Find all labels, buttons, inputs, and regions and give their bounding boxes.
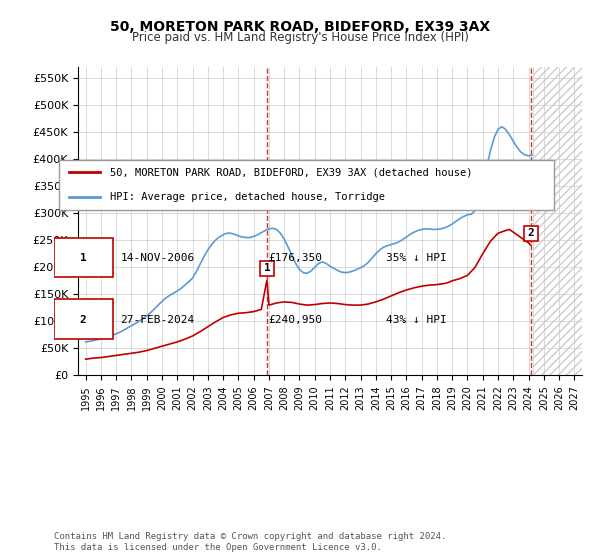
Text: Contains HM Land Registry data © Crown copyright and database right 2024.
This d: Contains HM Land Registry data © Crown c… (54, 532, 446, 552)
FancyBboxPatch shape (59, 160, 554, 210)
Text: 27-FEB-2024: 27-FEB-2024 (120, 315, 194, 325)
Text: 1: 1 (80, 254, 86, 264)
Text: 14-NOV-2006: 14-NOV-2006 (120, 254, 194, 264)
Text: HPI: Average price, detached house, Torridge: HPI: Average price, detached house, Torr… (110, 192, 385, 202)
Text: 2: 2 (80, 315, 86, 325)
Text: Price paid vs. HM Land Registry's House Price Index (HPI): Price paid vs. HM Land Registry's House … (131, 31, 469, 44)
Text: 2: 2 (527, 228, 534, 238)
FancyBboxPatch shape (524, 226, 538, 241)
FancyBboxPatch shape (54, 237, 113, 277)
FancyBboxPatch shape (260, 260, 274, 276)
Text: £176,350: £176,350 (268, 254, 322, 264)
Text: 43% ↓ HPI: 43% ↓ HPI (386, 315, 446, 325)
Text: 1: 1 (263, 263, 270, 273)
Text: £240,950: £240,950 (268, 315, 322, 325)
Text: 50, MORETON PARK ROAD, BIDEFORD, EX39 3AX (detached house): 50, MORETON PARK ROAD, BIDEFORD, EX39 3A… (110, 167, 473, 178)
FancyBboxPatch shape (54, 299, 113, 339)
Text: 50, MORETON PARK ROAD, BIDEFORD, EX39 3AX: 50, MORETON PARK ROAD, BIDEFORD, EX39 3A… (110, 20, 490, 34)
Text: 35% ↓ HPI: 35% ↓ HPI (386, 254, 446, 264)
